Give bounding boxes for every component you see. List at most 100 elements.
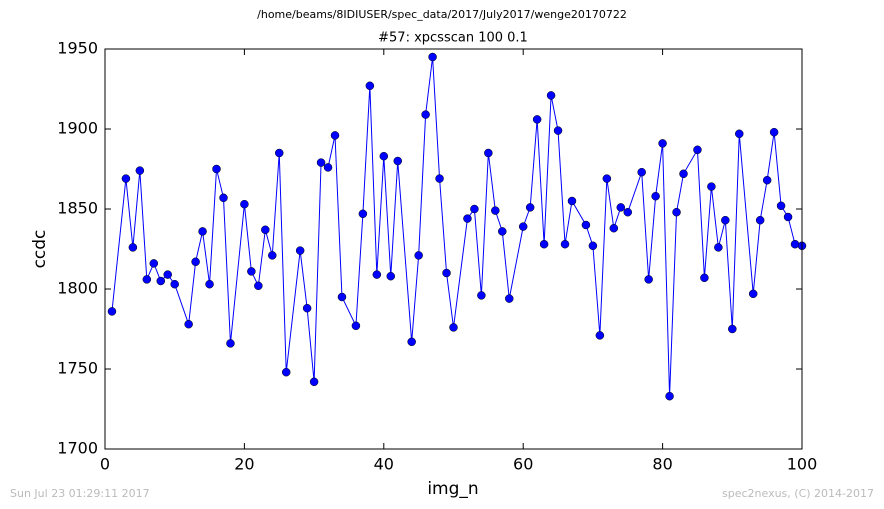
data-point (435, 174, 444, 183)
data-point (351, 321, 361, 331)
data-point (588, 241, 598, 251)
data-point (442, 268, 451, 278)
data-point (149, 259, 159, 268)
data-point (644, 275, 653, 284)
data-point (330, 131, 340, 140)
data-point (275, 148, 284, 158)
data-point (539, 239, 549, 249)
data-point (567, 196, 577, 206)
suptitle: /home/beams/8IDIUSER/spec_data/2017/July… (257, 8, 627, 21)
data-point (281, 367, 291, 377)
data-point (191, 257, 200, 267)
data-point (184, 319, 193, 329)
data-line (111, 56, 803, 397)
data-point (776, 201, 786, 211)
x-tick-label: 20 (234, 455, 254, 474)
data-point (337, 292, 347, 302)
data-point (379, 151, 389, 161)
data-point (261, 225, 270, 235)
data-point (170, 279, 179, 289)
y-tick-label: 1800 (57, 279, 98, 298)
plot-frame (104, 48, 803, 450)
footer-left: Sun Jul 23 01:29:11 2017 (10, 487, 150, 500)
data-point (560, 239, 570, 249)
chart-title: #57: xpcsscan 100 0.1 (378, 31, 528, 46)
footer-right: spec2nexus, (C) 2014-2017 (722, 487, 874, 500)
y-tick-label: 1900 (57, 119, 98, 138)
data-point (679, 169, 688, 179)
data-point (121, 174, 131, 183)
data-point (205, 279, 214, 289)
data-point (477, 291, 486, 300)
data-point (135, 166, 145, 175)
y-tick-label: 1750 (57, 359, 98, 378)
data-point (693, 145, 702, 155)
data-point (372, 270, 382, 279)
x-tick-label: 80 (652, 455, 672, 474)
data-point (518, 222, 528, 231)
data-point (407, 337, 416, 347)
data-point (463, 214, 472, 223)
data-point (421, 110, 430, 119)
data-point (295, 246, 305, 255)
data-point (393, 156, 402, 166)
data-point (658, 139, 667, 148)
data-point (428, 52, 437, 62)
y-tick-label: 1700 (57, 439, 98, 458)
data-point (212, 164, 221, 174)
data-point (365, 81, 375, 91)
data-point (637, 167, 646, 177)
data-point (128, 243, 138, 252)
data-point (484, 148, 493, 158)
data-point (665, 391, 674, 401)
data-point (525, 203, 535, 212)
data-point (700, 273, 709, 283)
data-point (156, 276, 166, 286)
data-point (651, 191, 660, 201)
data-point (609, 223, 619, 233)
data-point (735, 129, 744, 139)
data-point (790, 239, 800, 249)
data-point (762, 175, 772, 185)
data-point (581, 220, 591, 230)
data-point (783, 212, 793, 222)
data-point (721, 215, 730, 225)
data-point (728, 324, 737, 334)
data-point (449, 323, 458, 332)
data-point (302, 303, 312, 313)
data-point (268, 251, 277, 260)
data-point (414, 251, 423, 260)
data-point (254, 281, 263, 291)
data-point (505, 294, 514, 303)
data-point (107, 307, 117, 316)
data-point (491, 206, 500, 215)
data-point (142, 275, 152, 284)
data-point (623, 207, 632, 217)
data-point (316, 158, 326, 167)
data-point (198, 227, 207, 236)
data-point (358, 209, 368, 219)
x-tick-label: 0 (100, 455, 110, 474)
data-point (532, 115, 542, 124)
y-tick-label: 1850 (57, 199, 98, 218)
data-point (247, 267, 256, 276)
data-point (616, 203, 626, 212)
data-point (672, 207, 681, 217)
y-tick-label: 1950 (57, 39, 98, 58)
data-point (470, 204, 479, 214)
data-point (748, 289, 758, 299)
data-point (714, 243, 723, 252)
y-axis-label: ccdc (30, 230, 50, 269)
data-point (240, 199, 249, 209)
data-point (707, 182, 716, 191)
data-point (755, 215, 765, 225)
x-tick-label: 100 (787, 455, 818, 474)
data-point (163, 270, 172, 279)
data-point (769, 127, 779, 137)
data-point (309, 377, 319, 387)
data-point (602, 174, 612, 183)
data-point (595, 331, 605, 340)
data-point (226, 339, 235, 348)
